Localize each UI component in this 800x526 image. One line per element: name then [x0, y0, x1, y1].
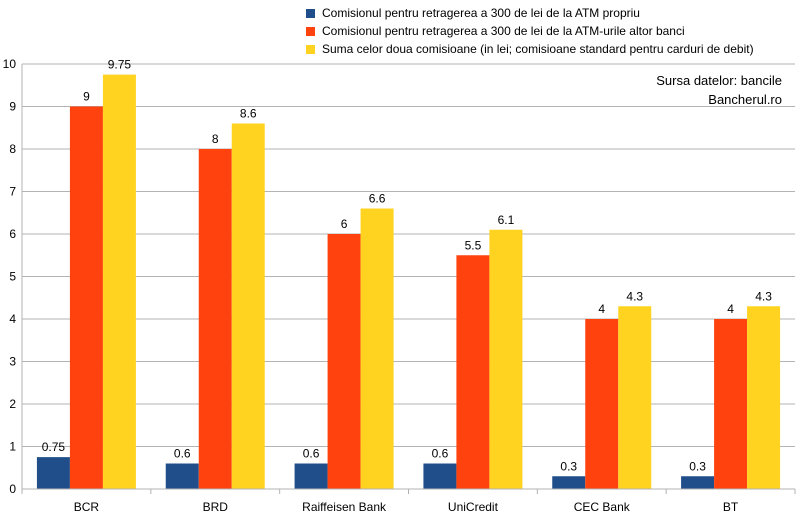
data-label: 4	[598, 302, 605, 316]
source-line-1: Sursa datelor: bancile	[656, 73, 782, 88]
bar	[294, 463, 328, 489]
data-label: 6	[341, 217, 348, 231]
x-tick-label: UniCredit	[448, 500, 499, 514]
data-label: 0.75	[42, 440, 66, 454]
x-tick-label: BRD	[203, 500, 229, 514]
source-line-2: Bancherul.ro	[708, 92, 782, 107]
data-label: 9.75	[108, 58, 132, 72]
bar	[681, 476, 715, 489]
bar	[69, 106, 103, 489]
bar	[489, 229, 523, 489]
y-tick-label: 0	[9, 482, 16, 496]
bar	[36, 457, 70, 489]
data-label: 4	[727, 302, 734, 316]
y-tick-label: 8	[9, 142, 16, 156]
y-tick-label: 2	[9, 397, 16, 411]
y-tick-label: 1	[9, 440, 16, 454]
bar	[747, 306, 781, 489]
data-label: 0.6	[432, 447, 449, 461]
y-tick-label: 3	[9, 355, 16, 369]
y-tick-label: 9	[9, 100, 16, 114]
data-label: 5.5	[465, 238, 482, 252]
bar	[165, 463, 199, 489]
chart-legend: Comisionul pentru retragerea a 300 de le…	[306, 4, 754, 58]
data-label: 8	[212, 132, 219, 146]
bar	[102, 74, 136, 489]
legend-label-series-2: Comisionul pentru retragerea a 300 de le…	[322, 24, 685, 38]
data-label: 6.1	[498, 213, 515, 227]
legend-swatch-series-3	[306, 44, 315, 54]
data-label: 0.6	[303, 447, 320, 461]
legend-swatch-series-1	[306, 8, 315, 18]
x-tick-label: Raiffeisen Bank	[302, 500, 387, 514]
x-tick-label: BCR	[74, 500, 100, 514]
bar	[198, 149, 232, 489]
legend-item-series-3: Suma celor doua comisioane (in lei; comi…	[306, 40, 754, 58]
y-tick-label: 5	[9, 270, 16, 284]
bar	[327, 234, 361, 489]
bar	[231, 123, 265, 489]
data-label: 4.3	[626, 289, 643, 303]
legend-item-series-2: Comisionul pentru retragerea a 300 de le…	[306, 22, 754, 40]
legend-item-series-1: Comisionul pentru retragerea a 300 de le…	[306, 4, 754, 22]
legend-swatch-series-2	[306, 26, 315, 36]
data-label: 4.3	[755, 289, 772, 303]
legend-label-series-1: Comisionul pentru retragerea a 300 de le…	[322, 6, 640, 20]
bar	[423, 463, 457, 489]
data-label: 6.6	[369, 192, 386, 206]
data-label: 0.3	[560, 459, 577, 473]
y-tick-label: 4	[9, 312, 16, 326]
data-source-note: Sursa datelor: bancile Bancherul.ro	[656, 71, 782, 109]
y-tick-label: 10	[3, 57, 17, 71]
bar	[714, 319, 748, 489]
data-label: 8.6	[240, 107, 257, 121]
data-label: 0.3	[689, 459, 706, 473]
legend-label-series-3: Suma celor doua comisioane (in lei; comi…	[322, 42, 754, 56]
y-tick-label: 6	[9, 227, 16, 241]
data-label: 9	[83, 90, 90, 104]
data-label: 0.6	[174, 447, 191, 461]
y-tick-label: 7	[9, 185, 16, 199]
bar	[360, 208, 394, 489]
bar	[456, 255, 490, 489]
bar	[618, 306, 652, 489]
x-tick-label: BT	[723, 500, 739, 514]
bar	[552, 476, 586, 489]
x-tick-label: CEC Bank	[574, 500, 631, 514]
bar	[585, 319, 619, 489]
